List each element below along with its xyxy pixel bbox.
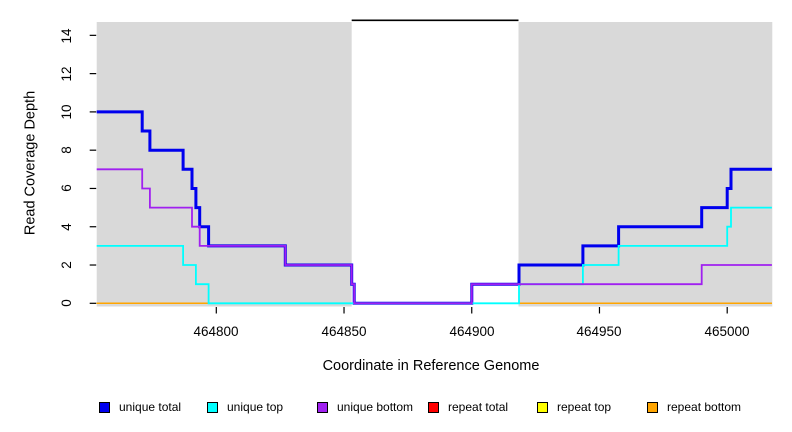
legend-label-repeat-top: repeat top xyxy=(557,400,612,414)
x-axis-title: Coordinate in Reference Genome xyxy=(322,358,540,374)
legend-item-repeat-bottom: repeat bottom xyxy=(647,401,741,414)
x-tick-label-464950: 464950 xyxy=(576,324,622,339)
legend-swatch-repeat-bottom xyxy=(647,402,658,413)
legend-label-unique-total: unique total xyxy=(119,400,182,414)
legend-item-repeat-total: repeat total xyxy=(428,401,508,414)
legend-item-unique-bottom: unique bottom xyxy=(317,401,413,414)
legend-label-unique-top: unique top xyxy=(227,400,284,414)
series-line-unique-bottom xyxy=(96,168,772,305)
y-tick-label-14: 14 xyxy=(59,28,74,44)
legend-label-repeat-total: repeat total xyxy=(448,400,509,414)
y-tick-label-4: 4 xyxy=(59,223,74,231)
legend-item-repeat-top: repeat top xyxy=(537,401,611,414)
y-tick-label-12: 12 xyxy=(59,66,74,82)
y-tick-label-6: 6 xyxy=(59,184,74,192)
y-tick-label-2: 2 xyxy=(59,261,74,269)
legend-item-unique-total: unique total xyxy=(99,401,181,414)
legend-swatch-repeat-total xyxy=(428,402,439,413)
y-tick-label-10: 10 xyxy=(59,104,74,120)
legend-swatch-repeat-top xyxy=(537,402,548,413)
legend-swatch-unique-total xyxy=(99,402,110,413)
legend-swatch-unique-top xyxy=(207,402,218,413)
y-tick-label-0: 0 xyxy=(59,299,74,307)
y-axis-title: Read Coverage Depth xyxy=(22,90,39,236)
legend-item-unique-top: unique top xyxy=(207,401,283,414)
legend-label-repeat-bottom: repeat bottom xyxy=(667,400,742,414)
x-tick-label-464900: 464900 xyxy=(449,324,495,339)
x-tick-label-464850: 464850 xyxy=(321,324,367,339)
legend-label-unique-bottom: unique bottom xyxy=(337,400,414,414)
legend-swatch-unique-bottom xyxy=(317,402,328,413)
x-tick-label-465000: 465000 xyxy=(704,324,750,339)
y-tick-label-8: 8 xyxy=(59,146,74,154)
x-tick-label-464800: 464800 xyxy=(193,324,239,339)
highlight-region xyxy=(351,22,519,307)
